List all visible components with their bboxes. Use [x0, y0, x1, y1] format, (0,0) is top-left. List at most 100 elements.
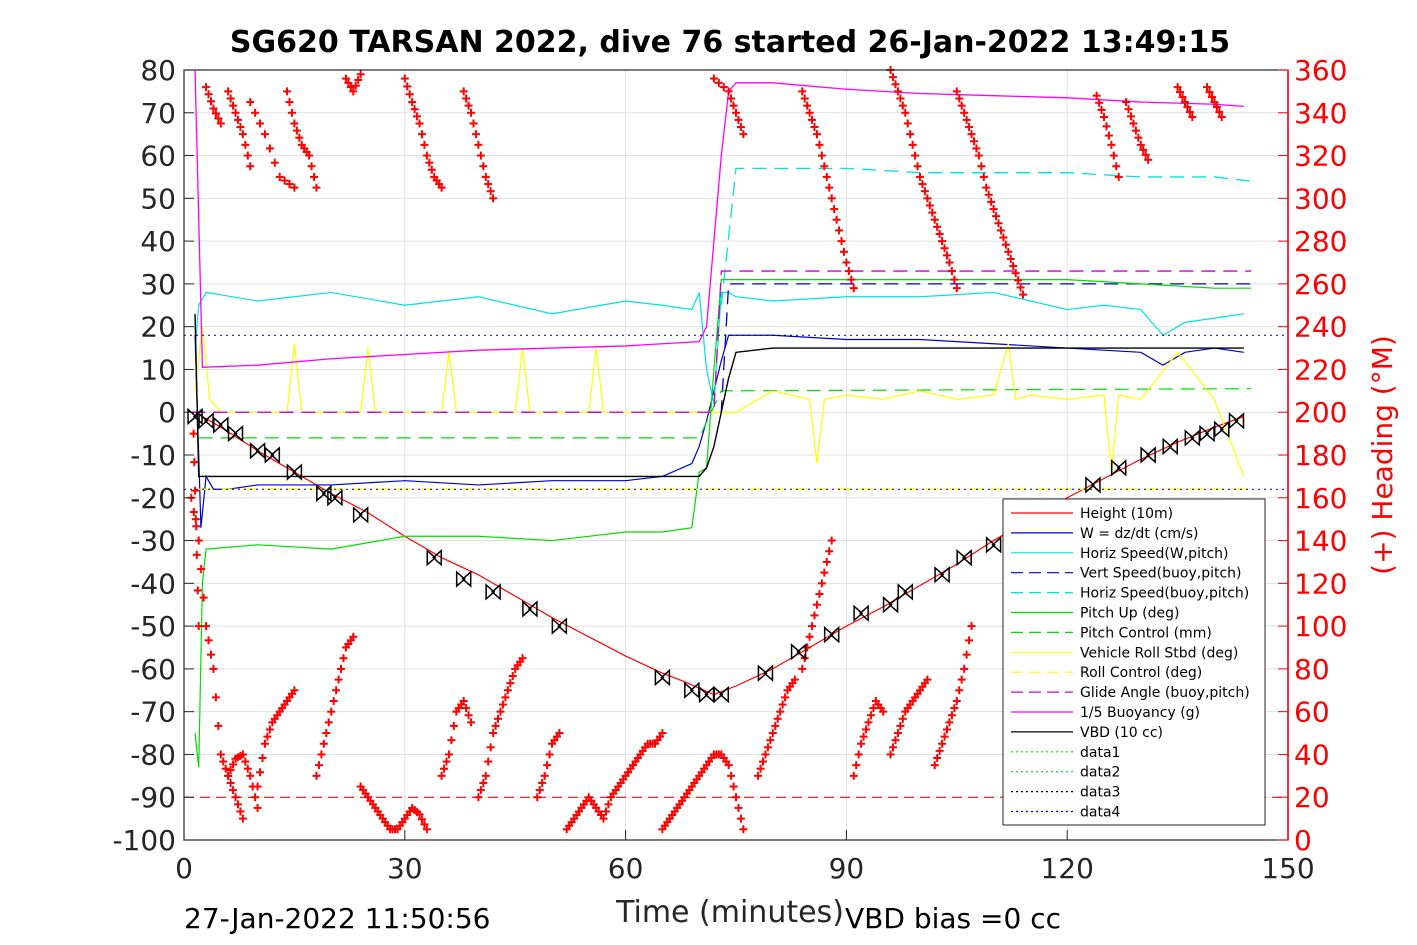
heading-point	[283, 87, 292, 96]
heading-point	[879, 707, 888, 716]
heading-point	[734, 803, 743, 812]
heading-point	[219, 757, 228, 766]
heading-point	[1100, 113, 1108, 122]
heading-point	[1178, 93, 1187, 102]
heading-point	[1092, 91, 1101, 100]
heading-point	[1009, 262, 1018, 271]
heading-point	[604, 800, 613, 809]
heading-point	[462, 94, 471, 103]
heading-point	[852, 761, 861, 770]
heading-point	[479, 162, 488, 171]
heading-point	[459, 696, 468, 705]
heading-point	[437, 183, 446, 192]
vbd-marker-right	[286, 463, 297, 481]
heading-point	[979, 172, 988, 181]
heading-point	[827, 194, 836, 203]
heading-point	[332, 686, 341, 695]
y-tick-label: 50	[140, 182, 176, 215]
heading-point	[1102, 122, 1111, 131]
y-tick-label: -90	[130, 781, 176, 814]
heading-point	[781, 693, 790, 702]
heading-point	[211, 109, 220, 118]
series-buoyancy	[194, 69, 1244, 368]
heading-point	[189, 429, 198, 438]
vbd-marker-right	[1199, 424, 1210, 443]
heading-point	[192, 522, 201, 531]
heading-point	[1014, 276, 1023, 285]
heading-point	[896, 721, 905, 730]
heading-point	[327, 707, 336, 716]
heading-point	[1011, 269, 1020, 278]
heading-point	[727, 771, 736, 780]
vbd-marker-right	[956, 549, 967, 567]
heading-point	[518, 654, 527, 663]
x-axis-label: Time (minutes)	[615, 895, 844, 930]
axes: 0 30 60 90 120 150-100-90-80-70-60-50-40-30-2…	[112, 54, 1347, 885]
heading-point	[440, 764, 449, 773]
heading-point	[408, 98, 417, 107]
series-horiz-speed-buoy	[720, 167, 1252, 306]
vbd-marker-left	[527, 600, 538, 618]
y2-tick-label: 140	[1294, 525, 1347, 558]
heading-point	[820, 162, 829, 171]
heading-point	[817, 151, 826, 160]
legend-item: data1	[1011, 745, 1120, 761]
heading-point	[798, 87, 807, 96]
heading-point	[442, 757, 451, 766]
vbd-marker	[1110, 459, 1127, 477]
heading-point	[265, 144, 274, 153]
vbd-marker-right	[426, 549, 437, 567]
heading-point	[820, 568, 829, 577]
vbd-marker	[897, 583, 914, 601]
vbd-marker-right	[1184, 429, 1195, 447]
heading-point	[798, 664, 807, 673]
heading-point	[967, 622, 976, 631]
heading-point	[265, 725, 274, 734]
heading-point	[295, 133, 304, 142]
vbd-marker	[455, 570, 472, 588]
heading-point	[859, 732, 868, 741]
heading-point	[444, 750, 453, 759]
y-tick-label: -50	[130, 610, 176, 643]
heading-point	[246, 162, 255, 171]
vbd-marker	[934, 566, 950, 584]
heading-point	[498, 700, 507, 709]
heading-point	[484, 180, 493, 189]
legend-label: Glide Angle (buoy,pitch)	[1080, 685, 1250, 701]
vbd-marker-left	[233, 424, 244, 443]
heading-point	[479, 778, 488, 787]
heading-point	[349, 87, 358, 96]
heading-point	[1144, 155, 1153, 164]
heading-point	[1207, 93, 1216, 102]
heading-point	[349, 632, 358, 641]
heading-point	[462, 704, 471, 713]
heading-point	[952, 696, 961, 705]
heading-point	[508, 672, 517, 681]
y2-tick-label: 40	[1294, 738, 1330, 771]
y2-tick-label: 300	[1294, 182, 1347, 215]
heading-point	[830, 205, 839, 214]
heading-point	[1141, 150, 1150, 159]
y-tick-label: 10	[140, 353, 176, 386]
heading-point	[464, 711, 473, 720]
vbd-marker	[654, 668, 671, 687]
heading-point	[1019, 290, 1028, 299]
footer-timestamp: 27-Jan-2022 11:50:56	[184, 902, 490, 935]
x-tick-label: 120	[1040, 852, 1093, 885]
heading-point	[805, 108, 814, 117]
heading-point	[191, 486, 200, 495]
y2-tick-label: 260	[1294, 268, 1347, 301]
heading-point	[763, 743, 772, 752]
heading-point	[1095, 98, 1104, 107]
heading-point	[1006, 254, 1015, 263]
vbd-marker	[853, 604, 869, 622]
vbd-marker-right	[1140, 446, 1151, 464]
vbd-marker	[956, 549, 972, 567]
heading-point	[866, 711, 875, 720]
legend-label: data3	[1080, 785, 1120, 801]
footer-vbd-bias: VBD bias =0 cc	[845, 902, 1061, 935]
vbd-marker-right	[853, 604, 864, 622]
heading-point	[489, 194, 498, 203]
heading-point	[839, 247, 848, 256]
heading-point	[974, 151, 983, 160]
